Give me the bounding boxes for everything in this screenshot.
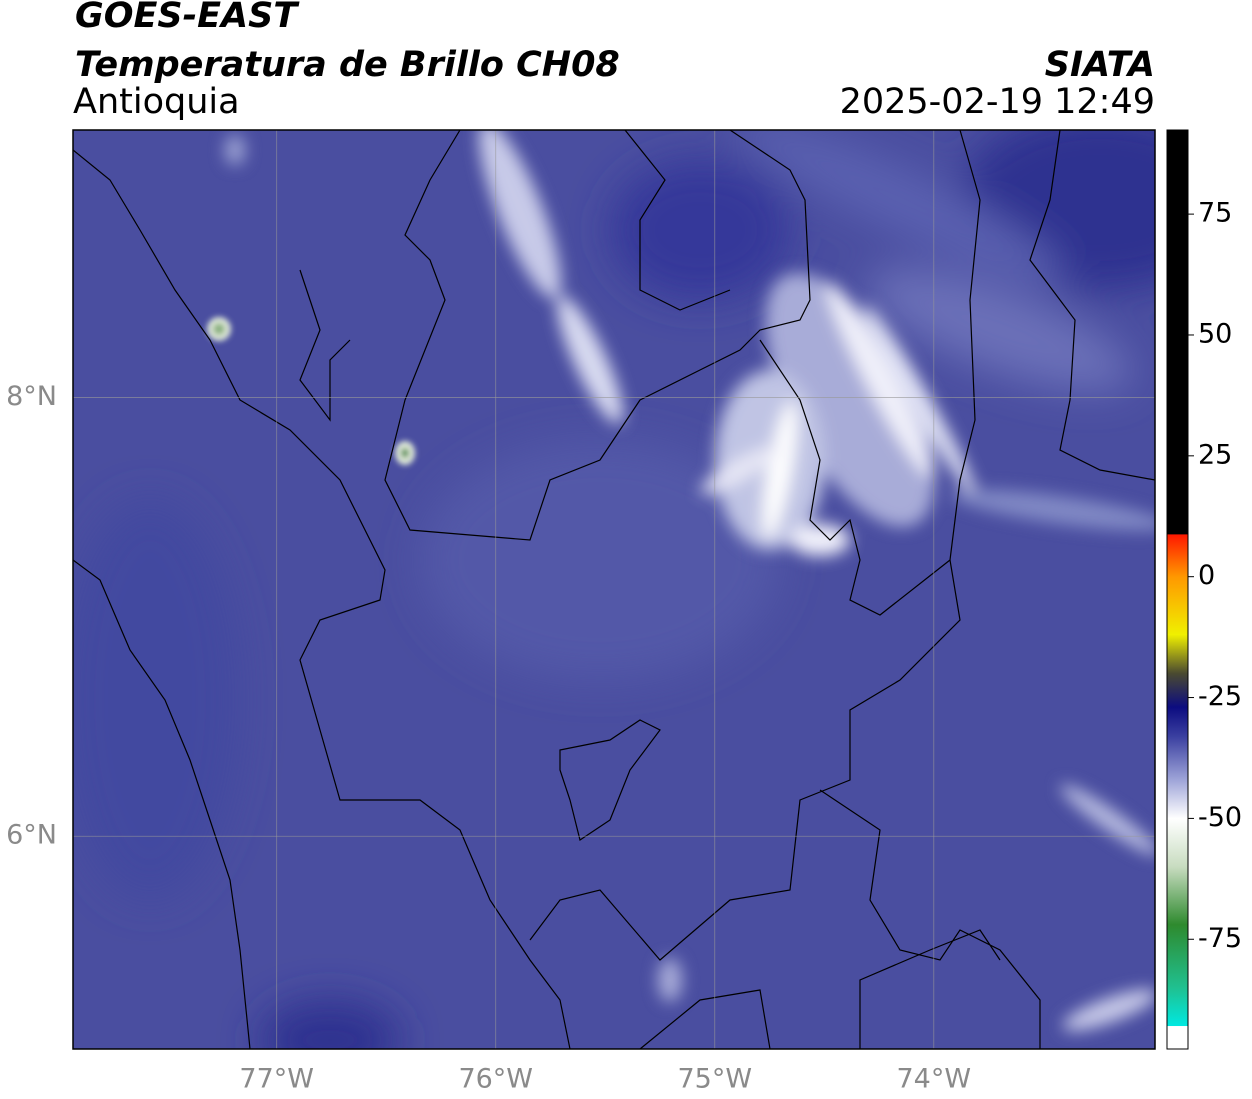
colorbar-tick-label: -25: [1198, 681, 1242, 712]
y-tick-label: 6°N: [6, 820, 57, 851]
x-tick-label: 75°W: [677, 1064, 752, 1095]
colorbar-tick-label: -75: [1198, 923, 1242, 954]
title: GOES-EAST: [75, 0, 300, 36]
colorbar-tick-label: 0: [1198, 560, 1215, 591]
cloud-streaks: [225, 130, 1155, 1031]
x-tick-label: 76°W: [458, 1064, 533, 1095]
x-tick-label: 74°W: [897, 1064, 972, 1095]
colorbar-tick-label: 50: [1198, 318, 1232, 349]
colorbar-frame: [1166, 129, 1189, 1050]
colorbar: [1167, 130, 1188, 1049]
x-tick-label: 77°W: [239, 1064, 314, 1095]
y-tick-label: 8°N: [6, 381, 57, 412]
boundaries: [73, 130, 1155, 1049]
colorbar-tick-label: -50: [1198, 802, 1242, 833]
colorbar-tick-label: 25: [1198, 439, 1232, 470]
region: Antioquia: [73, 82, 240, 122]
map-field: [73, 130, 1155, 1049]
map-frame: [72, 129, 1156, 1050]
subtitle: Temperatura de Brillo CH08: [75, 45, 620, 85]
grid: [73, 130, 1155, 1049]
datetime: 2025-02-19 12:49: [840, 82, 1155, 122]
colorbar-tick-label: 75: [1198, 198, 1232, 229]
source: SIATA: [1045, 45, 1155, 85]
cold-cores: [207, 317, 415, 465]
